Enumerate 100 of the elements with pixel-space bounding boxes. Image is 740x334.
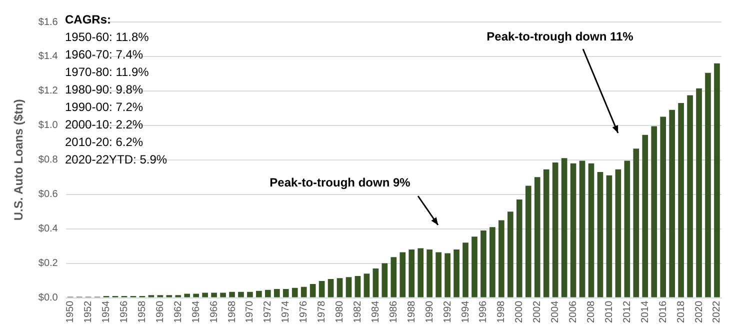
bar [606,175,612,298]
bar [211,292,217,298]
bar [292,288,298,298]
x-tick-label: 1962 [172,300,184,324]
x-tick-label: 1980 [334,300,346,324]
y-tick-label: $1.2 [38,86,58,97]
bar [408,249,415,298]
bar [318,281,325,298]
bar [525,186,532,298]
bar [400,252,406,298]
bar [624,160,630,298]
x-tick-label: 1990 [424,300,436,324]
y-tick-label: $0.4 [38,224,58,235]
bar [705,72,711,298]
bar [310,284,316,298]
x-tick-label: 1996 [478,300,490,324]
x-tick-label: 1988 [406,300,418,324]
bar [238,292,244,298]
annotation: 1970-80: 11.9% [65,64,150,79]
x-tick-label: 1986 [388,300,400,324]
x-tick-label: 1976 [298,300,310,324]
bar [282,288,289,298]
x-tick-label: 2008 [586,300,597,324]
bar [193,294,200,298]
x-tick-label: 1954 [101,300,112,324]
bar [265,290,271,298]
x-tick-label: 1992 [442,300,454,324]
annotation: 2000-10: 2.2% [65,117,144,132]
x-tick-label: 2020 [694,300,705,324]
x-tick-label: 2006 [568,300,580,324]
y-tick-label: $0.0 [38,292,58,304]
bar [498,220,504,298]
bar [229,292,235,298]
bar [454,249,460,298]
bar [444,253,450,298]
bar [687,95,693,298]
x-tick-label: 1994 [460,300,472,324]
x-tick-label: 2002 [532,300,544,324]
x-tick-label: 1960 [154,300,166,324]
bar [354,276,361,298]
bar [714,63,720,298]
x-tick-label: 2016 [658,300,669,324]
y-tick-label: $0.6 [38,189,58,200]
annotation: 1950-60: 11.8% [65,30,150,44]
annotation: 2020-22YTD: 5.9% [65,152,168,166]
x-tick-label: 1984 [370,300,382,324]
x-tick-label: 1956 [118,300,130,324]
annotation: Peak-to-trough down 11% [486,29,634,44]
bar [372,268,379,298]
bar [633,148,640,298]
bar [202,292,208,298]
bar [516,200,522,298]
bar [651,126,658,298]
x-tick-label: 1966 [208,300,220,324]
bar [418,248,424,298]
x-tick-label: 1972 [262,300,274,324]
bar [247,292,253,298]
bar [678,103,684,298]
annotation: 2010-20: 6.2% [65,134,144,149]
bar [579,160,586,298]
x-tick-label: 2000 [514,300,526,324]
x-tick-label: 1974 [280,300,292,324]
bar [382,263,388,298]
bar [472,236,478,298]
x-tick-label: 2010 [604,300,615,324]
annotation: 1960-70: 7.4% [65,47,144,62]
x-tick-label: 1950 [65,300,76,324]
y-tick-label: $0.2 [38,258,58,270]
bar [256,290,262,298]
bar [220,292,226,298]
x-tick-label: 2014 [640,300,651,324]
bar [390,257,397,298]
bar [328,278,334,298]
annotation: 1990-00: 7.2% [65,100,144,114]
x-tick-label: 2004 [550,300,562,324]
y-tick-label: $1.6 [38,16,58,28]
bar [507,212,514,298]
y-axis-title: U.S. Auto Loans ($tn) [12,99,26,221]
bar [436,252,442,298]
bar [274,288,280,298]
y-tick-label: $1.0 [38,120,58,132]
bar [543,169,550,298]
annotation: 1980-90: 9.8% [65,82,144,96]
bar [660,116,666,298]
bar [426,249,433,298]
x-tick-label: 1968 [226,300,238,324]
bar [462,242,468,298]
bar [615,169,622,298]
annotation: Peak-to-trough down 9% [270,175,411,190]
x-tick-label: 1952 [83,300,94,324]
bar [480,230,486,298]
bar [184,294,190,298]
bar [642,134,648,298]
bar [669,110,675,298]
x-tick-label: 1964 [190,300,202,324]
y-tick-label: $0.8 [38,154,58,166]
x-tick-label: 1958 [136,300,148,324]
bar [534,177,540,298]
bar [364,274,370,298]
x-tick-label: 2018 [676,300,687,324]
